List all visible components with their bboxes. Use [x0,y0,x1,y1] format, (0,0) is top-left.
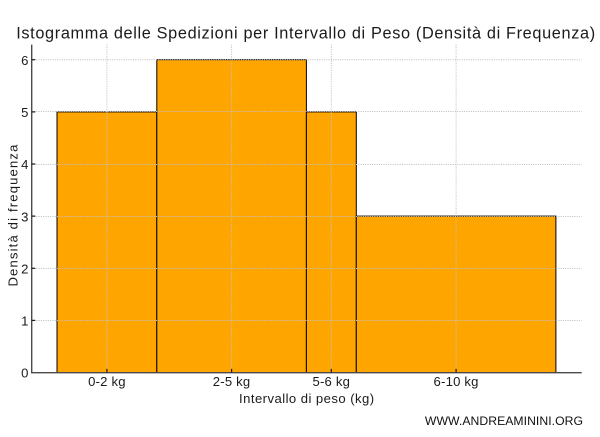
svg-text:2-5 kg: 2-5 kg [213,374,251,389]
svg-text:Istogramma delle Spedizioni pe: Istogramma delle Spedizioni per Interval… [16,25,596,43]
svg-text:0-2 kg: 0-2 kg [88,374,126,389]
svg-text:5: 5 [21,105,28,120]
svg-text:Densità di frequenza: Densità di frequenza [6,143,21,286]
svg-text:0: 0 [21,366,28,381]
svg-text:WWW.ANDREAMININI.ORG: WWW.ANDREAMININI.ORG [425,414,583,428]
svg-text:6: 6 [21,53,28,68]
svg-text:6-10 kg: 6-10 kg [434,374,479,389]
svg-text:Intervallo di peso (kg): Intervallo di peso (kg) [239,391,375,406]
svg-text:5-6 kg: 5-6 kg [313,374,351,389]
svg-text:4: 4 [21,157,28,172]
svg-text:1: 1 [21,314,28,329]
svg-text:3: 3 [21,209,28,224]
svg-text:2: 2 [21,262,28,277]
